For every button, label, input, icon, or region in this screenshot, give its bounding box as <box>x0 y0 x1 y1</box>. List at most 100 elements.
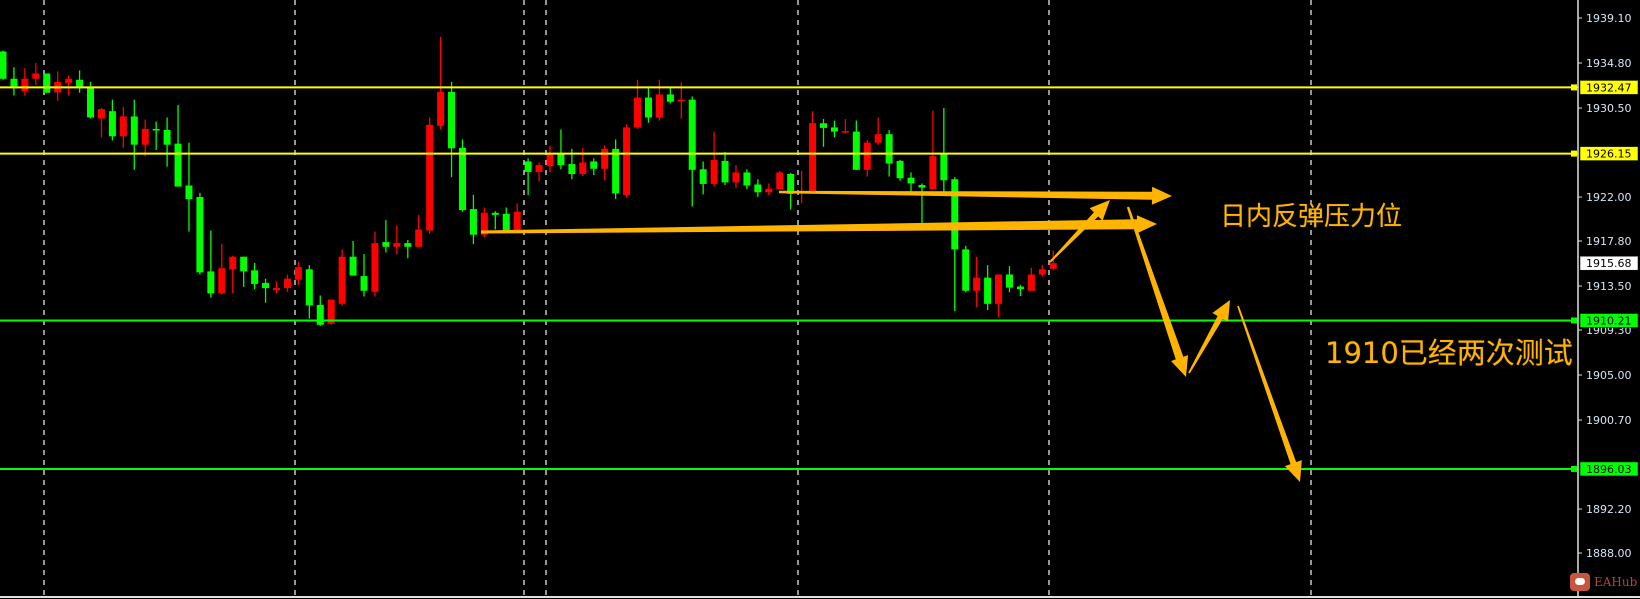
candle-body <box>87 87 95 118</box>
level-handle <box>1571 317 1577 324</box>
candle-body <box>973 277 981 291</box>
candle-body <box>437 91 445 126</box>
candle <box>371 231 379 297</box>
candle <box>218 244 226 295</box>
arrow-annotation <box>1188 300 1230 374</box>
candle <box>491 211 499 230</box>
candle-body <box>546 154 554 167</box>
candle <box>174 104 182 187</box>
candle-body <box>1049 263 1057 269</box>
candle <box>502 207 510 232</box>
candle <box>940 108 948 192</box>
candle <box>404 239 412 259</box>
candle-body <box>907 177 915 184</box>
candle-body <box>557 153 565 166</box>
candle-body <box>1027 274 1035 291</box>
candle-body <box>885 134 893 164</box>
arrow-shape <box>1237 305 1302 482</box>
candle <box>448 81 456 178</box>
candle <box>1027 267 1035 291</box>
arrow-shape <box>778 186 1172 205</box>
candle <box>907 172 915 194</box>
candle-body <box>196 197 204 273</box>
candle <box>732 165 740 189</box>
arrow-annotation <box>1126 206 1189 377</box>
candle <box>141 119 149 157</box>
candle-body <box>732 172 740 183</box>
candle-body <box>601 148 609 169</box>
candle <box>623 124 631 198</box>
candle-body <box>874 134 882 143</box>
candle <box>207 230 215 298</box>
candle <box>535 162 543 182</box>
candle <box>1038 265 1046 277</box>
candle-body <box>338 256 346 304</box>
price-tick-label: 1888.00 <box>1586 547 1632 560</box>
candle <box>130 99 138 170</box>
candle-body <box>65 78 73 83</box>
candle <box>830 120 838 138</box>
candle-body <box>590 161 598 169</box>
candle-body <box>951 179 959 250</box>
arrow-annotation <box>480 215 1157 234</box>
current-price-label: 1915.68 <box>1586 257 1632 270</box>
candle <box>754 179 762 198</box>
candle <box>163 117 171 167</box>
candle <box>1049 250 1057 270</box>
candle <box>666 87 674 104</box>
arrow-shape <box>480 215 1157 234</box>
candle-body <box>929 156 937 190</box>
level-price-label: 1932.47 <box>1586 81 1632 94</box>
candle-body <box>502 213 510 232</box>
candle <box>76 70 84 93</box>
candle-body <box>469 209 477 235</box>
candle <box>513 203 521 232</box>
candle <box>108 99 116 141</box>
candle <box>601 145 609 181</box>
candle-body <box>984 277 992 304</box>
candle <box>820 119 827 147</box>
candle <box>929 110 937 190</box>
arrow-shape <box>1126 206 1189 377</box>
candle <box>382 220 390 253</box>
candle <box>54 71 62 101</box>
annotation-1910-tested-twice: 1910已经两次测试 <box>1325 336 1573 370</box>
candle <box>546 145 554 172</box>
candle-body <box>841 131 849 133</box>
candle-body <box>962 249 970 291</box>
candle <box>776 170 784 190</box>
candle <box>426 117 434 234</box>
level-price-label-box <box>1579 80 1639 95</box>
candle-body <box>1005 274 1013 288</box>
candle <box>557 129 565 170</box>
candle <box>699 161 707 195</box>
candle <box>962 245 970 293</box>
candle-body <box>185 185 193 200</box>
candle-body <box>491 212 499 215</box>
candle <box>196 192 204 275</box>
candle-body <box>699 169 707 184</box>
candle <box>798 170 806 204</box>
candle <box>863 139 871 177</box>
candle-body <box>568 164 576 175</box>
price-tick-label: 1917.80 <box>1586 235 1632 248</box>
candle-body <box>677 99 685 102</box>
arrow-annotation <box>1049 200 1110 263</box>
candle <box>97 108 105 138</box>
candle <box>710 131 718 187</box>
candle <box>765 183 773 195</box>
arrow-shape <box>1188 300 1230 374</box>
candle <box>273 281 280 294</box>
candle <box>185 142 193 232</box>
price-tick-label: 1900.70 <box>1586 414 1632 427</box>
candle-body <box>207 271 215 294</box>
candle <box>896 159 904 181</box>
candle-body <box>349 256 357 276</box>
candle-body <box>0 51 7 79</box>
candle-body <box>327 299 335 324</box>
candle-body <box>710 159 718 184</box>
candle-body <box>852 131 860 170</box>
candle-body <box>612 148 620 194</box>
